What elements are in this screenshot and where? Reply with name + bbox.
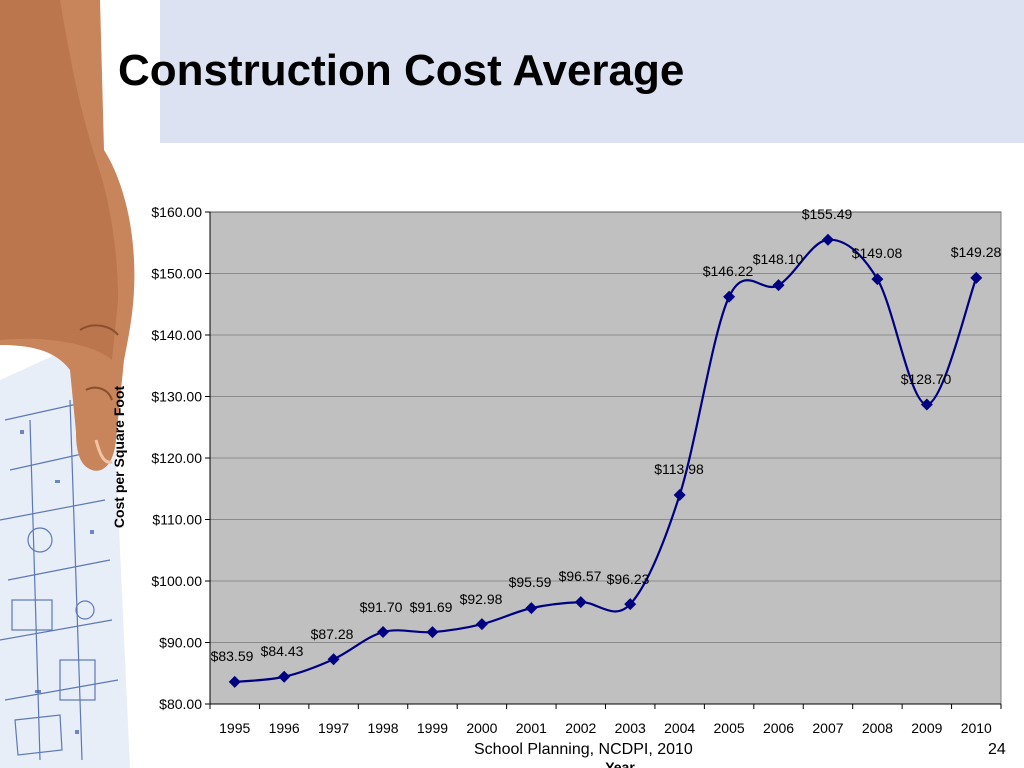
x-tick-label: 2006 [763, 720, 794, 736]
x-tick-label: 2002 [565, 720, 596, 736]
data-label: $87.28 [311, 626, 354, 642]
data-point-marker [970, 271, 983, 284]
data-label: $95.59 [509, 574, 552, 590]
slide-title: Construction Cost Average [118, 46, 685, 95]
data-point-marker [525, 602, 538, 615]
y-tick-label: $160.00 [151, 204, 202, 220]
data-label: $91.69 [410, 599, 453, 615]
x-tick-label: 2003 [615, 720, 646, 736]
y-tick-label: $140.00 [151, 327, 202, 343]
y-tick-label: $130.00 [151, 389, 202, 405]
data-point-marker [723, 290, 736, 303]
data-label: $84.43 [261, 643, 304, 659]
y-axis-label: Cost per Square Foot [111, 385, 127, 528]
y-tick-label: $110.00 [152, 512, 202, 528]
data-point-marker [920, 398, 933, 411]
x-tick-label: 2008 [862, 720, 893, 736]
data-point-marker [871, 273, 884, 286]
data-label: $113.98 [654, 461, 704, 477]
x-tick-label: 1995 [219, 720, 250, 736]
data-label: $92.98 [460, 591, 503, 607]
x-tick-label: 2000 [466, 720, 497, 736]
data-label: $96.23 [607, 571, 650, 587]
x-tick-label: 1999 [417, 720, 448, 736]
footer-source: School Planning, NCDPI, 2010 [474, 741, 693, 758]
data-label: $146.22 [703, 263, 754, 279]
x-tick-label: 2004 [664, 720, 695, 736]
x-tick-label: 2001 [516, 720, 547, 736]
hand-on-blueprint-photo [0, 0, 160, 768]
data-point-marker [377, 626, 390, 639]
x-tick-label: 1997 [318, 720, 349, 736]
x-axis-label: Year [605, 759, 635, 768]
data-label: $155.49 [802, 206, 853, 222]
data-point-marker [772, 279, 785, 292]
data-label: $96.57 [559, 568, 602, 584]
data-point-marker [278, 670, 291, 683]
title-banner [100, 0, 1024, 143]
data-point-marker [228, 675, 241, 688]
data-label: $149.08 [852, 245, 903, 261]
data-label: $83.59 [211, 648, 254, 664]
data-point-marker [673, 489, 686, 502]
x-tick-label: 2009 [911, 720, 942, 736]
x-tick-label: 2005 [714, 720, 745, 736]
data-point-marker [426, 626, 439, 639]
data-point-marker [327, 653, 340, 666]
data-point-marker [475, 618, 488, 631]
data-point-marker [574, 596, 587, 609]
y-tick-label: $150.00 [151, 266, 202, 282]
y-tick-label: $120.00 [151, 450, 202, 466]
data-label: $149.28 [951, 244, 1002, 260]
x-tick-label: 1998 [367, 720, 398, 736]
page-number: 24 [988, 741, 1006, 758]
data-label: $91.70 [360, 599, 403, 615]
y-tick-label: $80.00 [159, 696, 202, 712]
x-tick-label: 2007 [812, 720, 843, 736]
x-tick-label: 2010 [961, 720, 992, 736]
y-tick-label: $100.00 [151, 573, 202, 589]
data-point-marker [624, 598, 637, 611]
x-tick-label: 1996 [269, 720, 300, 736]
data-point-marker [821, 233, 834, 246]
data-label: $128.70 [901, 371, 952, 387]
data-label: $148.10 [753, 251, 804, 267]
y-tick-label: $90.00 [159, 635, 202, 651]
